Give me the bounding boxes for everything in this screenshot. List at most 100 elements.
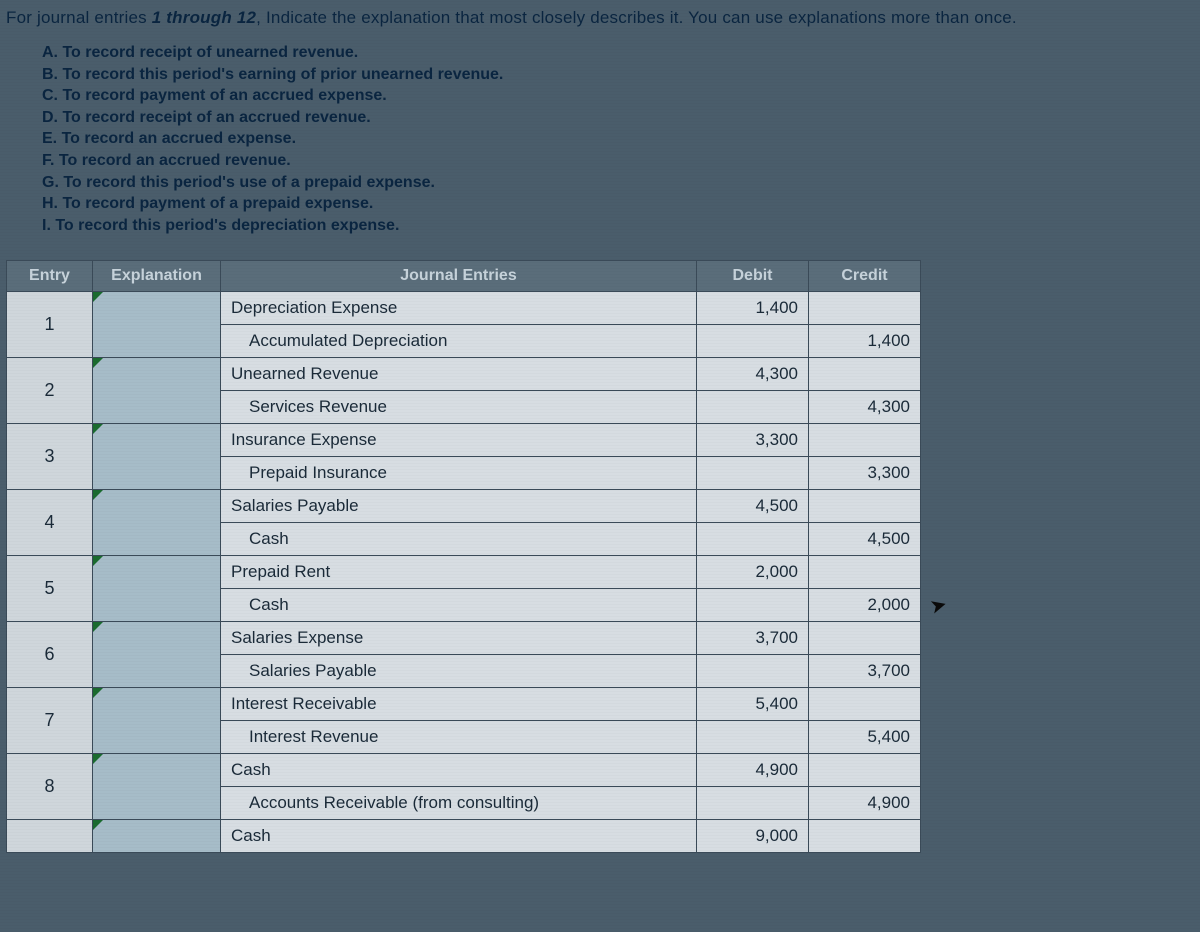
explanation-dropdown[interactable]: [93, 622, 221, 688]
table-row: 6Salaries Expense3,700: [7, 622, 921, 655]
option-letter: D.: [42, 109, 62, 126]
credit-amount: 3,300: [809, 457, 921, 490]
entry-number: 6: [7, 622, 93, 688]
credit-amount-empty: [809, 622, 921, 655]
table-row: 5Prepaid Rent2,000: [7, 556, 921, 589]
explanation-dropdown[interactable]: [93, 358, 221, 424]
option-text: To record receipt of an accrued revenue.: [62, 109, 370, 126]
explanation-dropdown[interactable]: [93, 688, 221, 754]
instruction-suffix: , Indicate the explanation that most clo…: [256, 8, 1017, 27]
dropdown-indicator-icon: [93, 292, 103, 302]
entry-number: [7, 820, 93, 853]
credit-account: Salaries Payable: [221, 655, 697, 688]
table-row: 2Unearned Revenue4,300: [7, 358, 921, 391]
col-journal: Journal Entries: [221, 261, 697, 292]
table-row: 7Interest Receivable5,400: [7, 688, 921, 721]
option-letter: H.: [42, 195, 62, 212]
debit-amount-empty: [697, 589, 809, 622]
explanation-dropdown[interactable]: [93, 820, 221, 853]
option-text: To record payment of an accrued expense.: [62, 87, 386, 104]
credit-amount-empty: [809, 358, 921, 391]
explanation-dropdown[interactable]: [93, 292, 221, 358]
debit-account: Salaries Expense: [221, 622, 697, 655]
credit-amount-empty: [809, 424, 921, 457]
debit-amount-empty: [697, 523, 809, 556]
table-row: 8Cash4,900: [7, 754, 921, 787]
dropdown-indicator-icon: [93, 754, 103, 764]
credit-account: Accounts Receivable (from consulting): [221, 787, 697, 820]
credit-amount-empty: [809, 556, 921, 589]
debit-amount-empty: [697, 457, 809, 490]
dropdown-indicator-icon: [93, 490, 103, 500]
debit-account: Unearned Revenue: [221, 358, 697, 391]
debit-account: Salaries Payable: [221, 490, 697, 523]
credit-account: Interest Revenue: [221, 721, 697, 754]
options-list: A. To record receipt of unearned revenue…: [42, 42, 1194, 236]
debit-amount-empty: [697, 655, 809, 688]
debit-amount: 4,500: [697, 490, 809, 523]
debit-amount: 3,300: [697, 424, 809, 457]
dropdown-indicator-icon: [93, 358, 103, 368]
entry-number: 1: [7, 292, 93, 358]
explanation-dropdown[interactable]: [93, 490, 221, 556]
debit-account: Depreciation Expense: [221, 292, 697, 325]
credit-account: Accumulated Depreciation: [221, 325, 697, 358]
option-item: H. To record payment of a prepaid expens…: [42, 193, 1194, 215]
credit-amount-empty: [809, 820, 921, 853]
dropdown-indicator-icon: [93, 424, 103, 434]
option-letter: F.: [42, 152, 59, 169]
dropdown-indicator-icon: [93, 556, 103, 566]
credit-amount-empty: [809, 688, 921, 721]
option-item: I. To record this period's depreciation …: [42, 215, 1194, 237]
option-item: E. To record an accrued expense.: [42, 128, 1194, 150]
col-explanation: Explanation: [93, 261, 221, 292]
credit-account: Prepaid Insurance: [221, 457, 697, 490]
option-letter: B.: [42, 66, 62, 83]
debit-account: Cash: [221, 754, 697, 787]
credit-amount-empty: [809, 754, 921, 787]
instruction-range: 1 through 12: [152, 8, 256, 27]
dropdown-indicator-icon: [93, 688, 103, 698]
col-entry: Entry: [7, 261, 93, 292]
table-row: Cash9,000: [7, 820, 921, 853]
dropdown-indicator-icon: [93, 622, 103, 632]
option-text: To record this period's earning of prior…: [62, 66, 503, 83]
debit-amount-empty: [697, 391, 809, 424]
debit-account: Insurance Expense: [221, 424, 697, 457]
option-item: A. To record receipt of unearned revenue…: [42, 42, 1194, 64]
debit-account: Cash: [221, 820, 697, 853]
entry-number: 2: [7, 358, 93, 424]
explanation-dropdown[interactable]: [93, 424, 221, 490]
option-text: To record receipt of unearned revenue.: [62, 44, 358, 61]
credit-amount: 4,900: [809, 787, 921, 820]
credit-amount: 5,400: [809, 721, 921, 754]
option-letter: I.: [42, 217, 55, 234]
option-letter: E.: [42, 130, 62, 147]
credit-amount: 4,500: [809, 523, 921, 556]
entry-number: 3: [7, 424, 93, 490]
debit-amount: 1,400: [697, 292, 809, 325]
journal-table: Entry Explanation Journal Entries Debit …: [6, 260, 921, 853]
credit-amount: 1,400: [809, 325, 921, 358]
dropdown-indicator-icon: [93, 820, 103, 830]
col-credit: Credit: [809, 261, 921, 292]
entry-number: 8: [7, 754, 93, 820]
explanation-dropdown[interactable]: [93, 556, 221, 622]
debit-amount: 9,000: [697, 820, 809, 853]
credit-amount: 4,300: [809, 391, 921, 424]
debit-amount: 4,900: [697, 754, 809, 787]
option-text: To record payment of a prepaid expense.: [62, 195, 373, 212]
option-text: To record this period's use of a prepaid…: [63, 174, 435, 191]
debit-amount-empty: [697, 787, 809, 820]
table-row: 3Insurance Expense3,300: [7, 424, 921, 457]
option-letter: A.: [42, 44, 62, 61]
table-header-row: Entry Explanation Journal Entries Debit …: [7, 261, 921, 292]
instruction-prefix: For journal entries: [6, 8, 152, 27]
option-item: G. To record this period's use of a prep…: [42, 172, 1194, 194]
credit-amount: 3,700: [809, 655, 921, 688]
debit-account: Interest Receivable: [221, 688, 697, 721]
journal-table-wrap: Entry Explanation Journal Entries Debit …: [6, 260, 1194, 853]
option-item: B. To record this period's earning of pr…: [42, 64, 1194, 86]
explanation-dropdown[interactable]: [93, 754, 221, 820]
option-letter: G.: [42, 174, 63, 191]
